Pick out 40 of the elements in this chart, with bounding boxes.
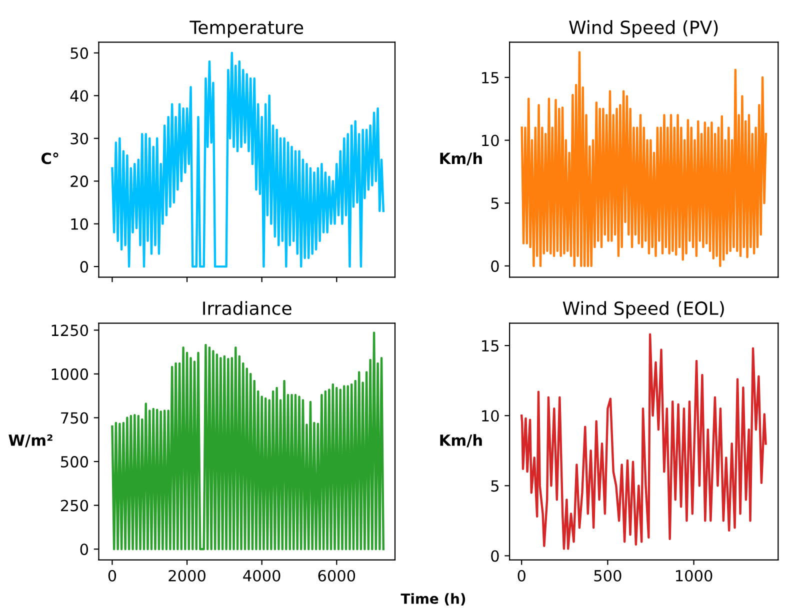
y-tick-label: 5 bbox=[491, 480, 498, 492]
y-tick-label: 10 bbox=[71, 218, 88, 230]
y-tick-label: 10 bbox=[482, 410, 499, 422]
y-tick-label: 30 bbox=[70, 132, 88, 144]
x-tick-label: 500 bbox=[594, 570, 622, 582]
y-axis-title: W/m² bbox=[8, 434, 52, 448]
y-tick-label: 15 bbox=[482, 340, 498, 352]
chart-title: Irradiance bbox=[203, 301, 292, 316]
y-axis-title: Km/h bbox=[440, 434, 482, 448]
y-tick-label: 10 bbox=[482, 134, 499, 146]
y-tick-label: 0 bbox=[80, 261, 88, 273]
y-tick-label: 750 bbox=[61, 412, 88, 424]
y-tick-label: 0 bbox=[491, 550, 499, 562]
y-tick-label: 1250 bbox=[52, 324, 88, 336]
line-series bbox=[111, 332, 385, 550]
line-series bbox=[520, 51, 768, 268]
y-tick-label: 1000 bbox=[52, 368, 88, 380]
x-tick-label: 2000 bbox=[168, 570, 206, 582]
y-tick-label: 50 bbox=[70, 47, 88, 59]
y-axis-title: C° bbox=[41, 152, 58, 164]
y-tick-label: 500 bbox=[61, 456, 88, 468]
y-tick-label: 0 bbox=[491, 260, 499, 272]
chart-title: Temperature bbox=[190, 20, 304, 38]
line-series bbox=[111, 52, 385, 268]
y-tick-label: 250 bbox=[60, 500, 88, 512]
y-tick-label: 20 bbox=[70, 176, 88, 188]
y-tick-label: 5 bbox=[491, 198, 498, 210]
x-tick-label: 4000 bbox=[243, 570, 280, 582]
x-axis-title: Time (h) bbox=[400, 593, 466, 606]
x-tick-label: 0 bbox=[108, 570, 116, 582]
x-tick-label: 0 bbox=[518, 570, 526, 582]
y-axis-title: Km/h bbox=[440, 152, 482, 166]
chart-title: Wind Speed (EOL) bbox=[562, 301, 724, 319]
x-tick-label: 1000 bbox=[676, 570, 712, 582]
y-tick-label: 0 bbox=[80, 544, 88, 556]
x-tick-label: 6000 bbox=[318, 570, 356, 582]
y-tick-label: 15 bbox=[482, 72, 498, 84]
chart-title: Wind Speed (PV) bbox=[569, 20, 718, 38]
line-series bbox=[520, 333, 767, 550]
y-tick-label: 40 bbox=[70, 90, 88, 102]
